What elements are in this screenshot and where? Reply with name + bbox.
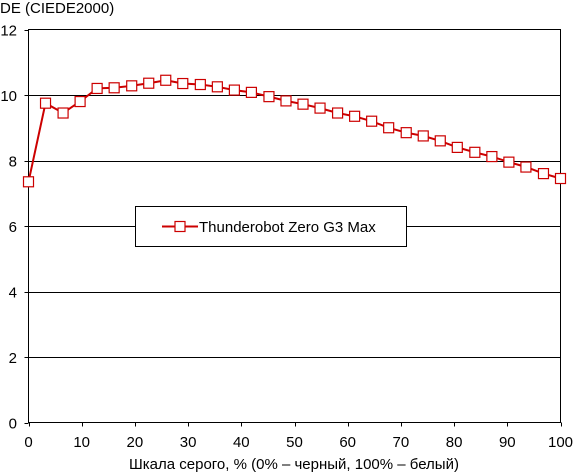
data-point — [126, 80, 138, 92]
data-point — [91, 82, 103, 95]
data-point — [554, 172, 567, 185]
data-point — [263, 91, 275, 103]
y-tick-label: 4 — [9, 285, 17, 302]
y-tick-label: 8 — [9, 154, 17, 171]
x-tick-label: 50 — [286, 434, 303, 451]
x-tick-label: 40 — [233, 434, 250, 451]
y-tick-label: 0 — [9, 416, 17, 433]
data-point — [520, 161, 532, 173]
data-point — [280, 95, 292, 107]
data-point — [400, 127, 412, 139]
data-point — [366, 115, 378, 127]
data-point — [349, 110, 361, 122]
gridlines — [28, 95, 561, 358]
y-axis-ticks: 0 2 4 6 8 10 12 — [0, 23, 29, 433]
data-point — [108, 82, 120, 94]
data-point — [537, 168, 550, 180]
data-point — [417, 130, 429, 142]
data-point — [143, 77, 155, 89]
data-point — [57, 107, 69, 119]
series-group — [22, 74, 567, 188]
data-point — [245, 86, 258, 98]
data-point — [469, 146, 481, 158]
x-tick-label: 80 — [446, 434, 463, 451]
y-tick-label: 10 — [0, 88, 17, 105]
x-tick-label: 90 — [499, 434, 516, 451]
x-axis-title: Шкала серого, % (0% – черный, 100% – бел… — [129, 456, 459, 472]
x-axis-ticks: 0 10 20 30 40 50 60 70 80 90 100 — [24, 422, 573, 451]
y-axis-title: DE (CIEDE2000) — [0, 0, 114, 17]
data-point — [434, 135, 446, 147]
data-point — [503, 156, 515, 168]
y-tick-label: 2 — [9, 350, 17, 367]
data-point — [74, 95, 86, 108]
legend-label: Thunderobot Zero G3 Max — [199, 219, 376, 236]
x-tick-label: 70 — [393, 434, 410, 451]
x-tick-label: 60 — [339, 434, 356, 451]
data-point — [486, 150, 498, 163]
data-point — [228, 84, 240, 96]
x-tick-label: 100 — [548, 434, 573, 451]
data-point — [211, 81, 223, 93]
data-point — [297, 98, 309, 110]
data-point — [451, 141, 463, 153]
y-tick-label: 6 — [9, 219, 17, 236]
x-tick-label: 0 — [24, 434, 32, 451]
data-point — [160, 74, 172, 86]
data-point — [314, 102, 326, 114]
y-tick-label: 12 — [0, 23, 17, 40]
data-point — [177, 77, 189, 90]
data-point — [194, 78, 206, 91]
data-point — [22, 176, 35, 188]
x-tick-label: 20 — [127, 434, 144, 451]
x-tick-label: 10 — [73, 434, 90, 451]
data-point — [39, 97, 52, 109]
data-point — [331, 107, 344, 119]
x-tick-label: 30 — [180, 434, 197, 451]
legend-marker — [174, 220, 186, 233]
legend: Thunderobot Zero G3 Max — [135, 206, 407, 247]
data-point — [383, 122, 395, 134]
